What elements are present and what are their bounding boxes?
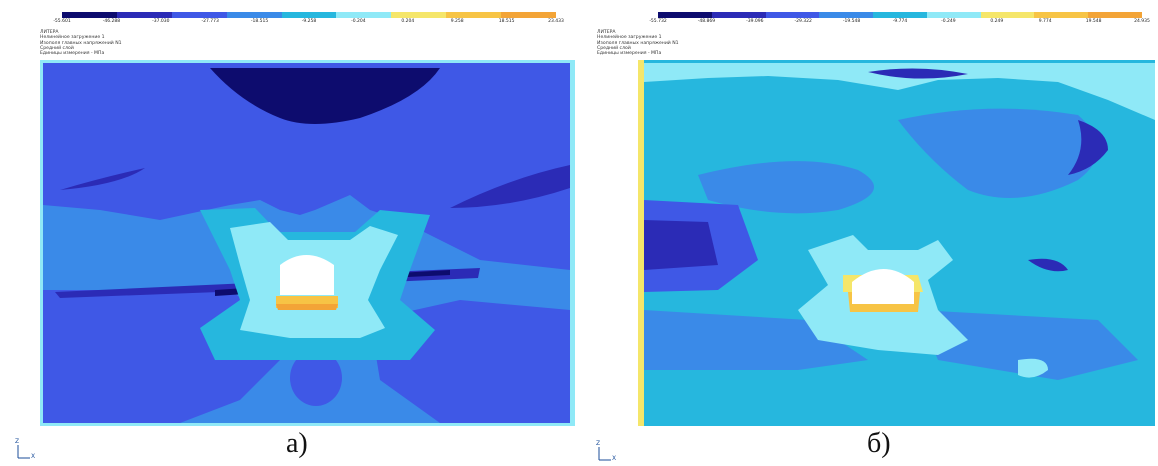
scale-tick-label: -55.732 (649, 19, 667, 24)
panel-caption: б) (867, 428, 891, 459)
stress-contour-plot-a (40, 60, 575, 426)
contour-map-b (638, 60, 1155, 426)
scale-swatch (1088, 12, 1143, 18)
scale-swatch (873, 12, 927, 18)
scale-tick-label: 23.433 (548, 19, 564, 24)
scale-tick-label: -18.515 (250, 19, 269, 24)
scale-swatch (391, 12, 447, 18)
plot-info-block: ЛИТЕРА Нелинейное загружение 1 Изополя г… (40, 30, 122, 56)
scale-swatch (765, 12, 820, 18)
scale-tick-label: -0.204 (351, 19, 366, 24)
tunnel-opening (852, 269, 914, 304)
info-line: Изополя главных напряжений N1 (597, 40, 679, 46)
contour-top-minimum (210, 68, 440, 124)
tunnel-opening (280, 255, 334, 295)
scale-tick-label: -19.548 (842, 19, 861, 24)
scale-swatch (658, 12, 712, 18)
scale-tick-label: -37.030 (152, 19, 170, 24)
scale-tick-label: 9.774 (1038, 19, 1052, 24)
axis-triad: Z X (10, 438, 38, 462)
contour-crack-left (55, 282, 272, 298)
scale-tick-label: 18.515 (498, 19, 515, 24)
axis-x-label: X (31, 453, 36, 460)
scale-swatch (711, 12, 766, 18)
info-line: Средний слой (40, 45, 74, 51)
contour-tension-peak (276, 304, 338, 310)
contour-upper (43, 63, 570, 270)
scale-swatch (501, 12, 557, 18)
contour-upper-center (898, 108, 1098, 198)
contour-right-blob (1068, 120, 1108, 175)
axis-z-label: Z (596, 440, 601, 447)
contour-upper-left (698, 161, 874, 214)
scale-tick-label: -9.774 (892, 19, 908, 24)
axis-arrows-icon (17, 445, 30, 459)
contour-lower-right (918, 310, 1138, 380)
axis-triad: Z X (591, 440, 619, 464)
scale-tick-label: 0.249 (990, 19, 1004, 24)
color-scale-ticks: -55.732 -48.869 -39.096 -29.322 -19.548 … (649, 19, 1150, 29)
scale-tick-label: -29.322 (794, 19, 812, 24)
scale-tick-label: 24.935 (1134, 19, 1150, 24)
contour-left-core (644, 220, 718, 270)
contour-map-a (40, 60, 575, 426)
scale-swatch (171, 12, 227, 18)
plot-info-block: ЛИТЕРА Нелинейное загружение 1 Изополя г… (597, 30, 679, 56)
scale-tick-label: -55.601 (53, 19, 71, 24)
scale-swatch (446, 12, 502, 18)
scale-tick-label: 19.548 (1085, 19, 1102, 24)
scale-tick-label: -9.258 (301, 19, 317, 24)
panel-caption: а) (286, 428, 308, 459)
color-scale-swatches (658, 12, 1143, 18)
scale-swatch (226, 12, 282, 18)
axis-x-label: X (612, 455, 617, 462)
info-line: Изополя главных напряжений N1 (40, 40, 122, 46)
contour-left-edge (638, 60, 644, 426)
color-scale-swatches (62, 12, 557, 18)
scale-tick-label: -46.288 (102, 19, 121, 24)
scale-swatch (980, 12, 1035, 18)
scale-swatch (926, 12, 981, 18)
contour-small-blob (1028, 258, 1068, 272)
stress-panel-a: -55.601 -46.288 -37.030 -27.773 -18.515 … (10, 12, 575, 462)
color-scale-bar: -55.601 -46.288 -37.030 -27.773 -18.515 … (53, 12, 564, 32)
scale-tick-label: -48.869 (697, 19, 716, 24)
contour-top-strip (644, 63, 1155, 120)
info-line: Нелинейное загружение 1 (597, 35, 662, 41)
stress-contour-plot-b (638, 60, 1155, 426)
info-line: ЛИТЕРА (597, 30, 616, 35)
scale-tick-label: -27.773 (201, 19, 219, 24)
axis-arrows-icon (598, 447, 611, 461)
scale-swatch (62, 12, 117, 18)
scale-tick-label: -39.096 (746, 19, 764, 24)
info-line: Единицы измерения - МПа (597, 51, 662, 57)
color-scale-bar: -55.732 -48.869 -39.096 -29.322 -19.548 … (649, 12, 1150, 32)
contour-top-minimum (868, 68, 968, 79)
info-line: Нелинейное загружение 1 (40, 35, 105, 41)
info-line: ЛИТЕРА (40, 30, 59, 35)
axis-z-label: Z (15, 438, 20, 445)
color-scale-ticks: -55.601 -46.288 -37.030 -27.773 -18.515 … (53, 19, 564, 29)
contour-right-band (450, 165, 570, 208)
contour-bottom-blob (290, 350, 342, 406)
info-line: Единицы измерения - МПа (40, 51, 105, 57)
scale-tick-label: 9.258 (450, 19, 464, 24)
scale-swatch (819, 12, 874, 18)
scale-swatch (116, 12, 172, 18)
scale-swatch (336, 12, 392, 18)
scale-tick-label: -0.249 (941, 19, 956, 24)
info-line: Средний слой (597, 45, 631, 51)
contour-left-band (60, 168, 145, 190)
scale-tick-label: 0.204 (401, 19, 415, 24)
contour-lower-spot (1018, 358, 1048, 378)
scale-swatch (281, 12, 337, 18)
scale-swatch (1034, 12, 1089, 18)
stress-panel-b: -55.732 -48.869 -39.096 -29.322 -19.548 … (583, 0, 1158, 466)
